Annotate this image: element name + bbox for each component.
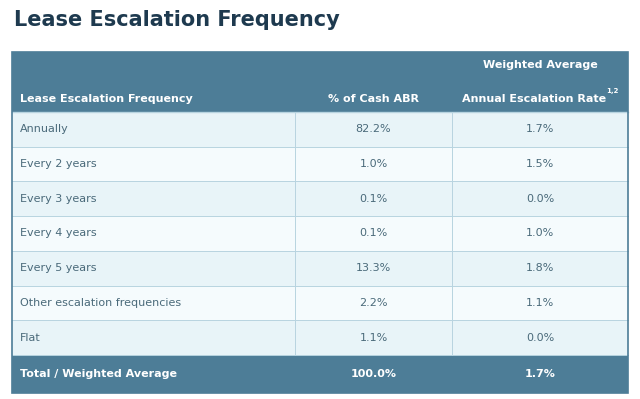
Text: 1,2: 1,2 [606,88,618,94]
Text: Weighted Average: Weighted Average [483,60,597,70]
Bar [12,355,628,393]
Bar [12,52,628,393]
Bar [12,251,628,286]
Text: Every 2 years: Every 2 years [20,159,97,169]
Text: Total / Weighted Average: Total / Weighted Average [20,369,177,379]
Text: 1.1%: 1.1% [360,333,388,343]
Text: 1.0%: 1.0% [526,229,554,239]
Bar [12,216,628,251]
Text: 1.8%: 1.8% [526,263,554,273]
Text: 0.0%: 0.0% [526,194,554,204]
Bar [12,286,628,320]
Text: 2.2%: 2.2% [359,298,388,308]
Text: % of Cash ABR: % of Cash ABR [328,94,419,104]
Text: 0.1%: 0.1% [360,194,388,204]
Bar [12,147,628,182]
Bar [12,52,628,112]
Text: Lease Escalation Frequency: Lease Escalation Frequency [14,10,340,30]
Bar [12,112,628,147]
Text: Every 3 years: Every 3 years [20,194,97,204]
Text: 82.2%: 82.2% [356,124,391,134]
Bar [12,182,628,216]
Text: Flat: Flat [20,333,41,343]
Text: Every 5 years: Every 5 years [20,263,97,273]
Text: 1.5%: 1.5% [526,159,554,169]
Text: 1.7%: 1.7% [526,124,554,134]
Text: Lease Escalation Frequency: Lease Escalation Frequency [20,94,193,104]
Text: 1.0%: 1.0% [360,159,388,169]
Text: 0.0%: 0.0% [526,333,554,343]
Text: Other escalation frequencies: Other escalation frequencies [20,298,181,308]
Text: 100.0%: 100.0% [351,369,397,379]
Text: 13.3%: 13.3% [356,263,391,273]
Text: Annually: Annually [20,124,68,134]
Bar [12,320,628,355]
Text: Every 4 years: Every 4 years [20,229,97,239]
Text: Annual Escalation Rate: Annual Escalation Rate [462,94,606,104]
Text: 0.1%: 0.1% [360,229,388,239]
Text: 1.1%: 1.1% [526,298,554,308]
Text: 1.7%: 1.7% [525,369,556,379]
